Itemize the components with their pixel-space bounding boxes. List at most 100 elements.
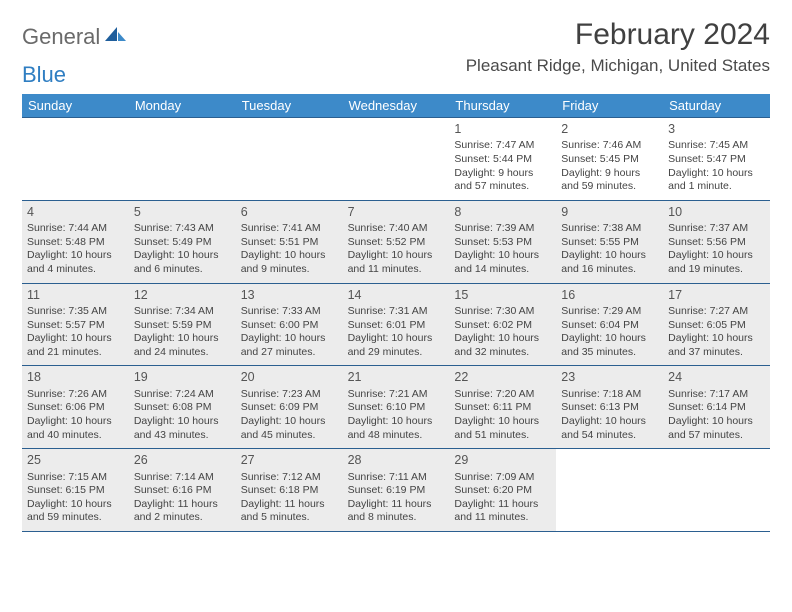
day-number: 16	[561, 287, 658, 303]
sunset-text: Sunset: 5:47 PM	[668, 153, 765, 167]
sunrise-text: Sunrise: 7:15 AM	[27, 471, 124, 485]
day-cell: 11Sunrise: 7:35 AMSunset: 5:57 PMDayligh…	[22, 284, 129, 366]
sunset-text: Sunset: 6:00 PM	[241, 319, 338, 333]
day-cell: 17Sunrise: 7:27 AMSunset: 6:05 PMDayligh…	[663, 284, 770, 366]
day-number: 3	[668, 121, 765, 137]
logo-sail-icon	[103, 24, 127, 50]
sunset-text: Sunset: 5:56 PM	[668, 236, 765, 250]
sunrise-text: Sunrise: 7:20 AM	[454, 388, 551, 402]
daylight-text: Daylight: 10 hours and 16 minutes.	[561, 249, 658, 276]
daylight-text: Daylight: 10 hours and 27 minutes.	[241, 332, 338, 359]
day-cell: 18Sunrise: 7:26 AMSunset: 6:06 PMDayligh…	[22, 366, 129, 448]
sunrise-text: Sunrise: 7:11 AM	[348, 471, 445, 485]
sunset-text: Sunset: 6:16 PM	[134, 484, 231, 498]
day-number: 19	[134, 369, 231, 385]
day-cell: 7Sunrise: 7:40 AMSunset: 5:52 PMDaylight…	[343, 201, 450, 283]
day-number: 27	[241, 452, 338, 468]
sunset-text: Sunset: 6:15 PM	[27, 484, 124, 498]
weekday-saturday: Saturday	[663, 94, 770, 117]
daylight-text: Daylight: 10 hours and 59 minutes.	[27, 498, 124, 525]
daylight-text: Daylight: 10 hours and 57 minutes.	[668, 415, 765, 442]
sunrise-text: Sunrise: 7:26 AM	[27, 388, 124, 402]
empty-cell	[236, 118, 343, 200]
empty-cell	[343, 118, 450, 200]
daylight-text: Daylight: 9 hours and 57 minutes.	[454, 167, 551, 194]
day-number: 14	[348, 287, 445, 303]
day-cell: 2Sunrise: 7:46 AMSunset: 5:45 PMDaylight…	[556, 118, 663, 200]
logo-word2: Blue	[22, 62, 66, 88]
day-number: 15	[454, 287, 551, 303]
daylight-text: Daylight: 10 hours and 1 minute.	[668, 167, 765, 194]
empty-cell	[129, 118, 236, 200]
daylight-text: Daylight: 10 hours and 9 minutes.	[241, 249, 338, 276]
sunrise-text: Sunrise: 7:30 AM	[454, 305, 551, 319]
daylight-text: Daylight: 10 hours and 32 minutes.	[454, 332, 551, 359]
daylight-text: Daylight: 10 hours and 54 minutes.	[561, 415, 658, 442]
sunset-text: Sunset: 5:57 PM	[27, 319, 124, 333]
day-cell: 8Sunrise: 7:39 AMSunset: 5:53 PMDaylight…	[449, 201, 556, 283]
sunset-text: Sunset: 5:53 PM	[454, 236, 551, 250]
sunrise-text: Sunrise: 7:27 AM	[668, 305, 765, 319]
sunrise-text: Sunrise: 7:09 AM	[454, 471, 551, 485]
daylight-text: Daylight: 10 hours and 51 minutes.	[454, 415, 551, 442]
day-number: 12	[134, 287, 231, 303]
day-number: 2	[561, 121, 658, 137]
day-cell: 25 Sunrise: 7:15 AMSunset: 6:15 PMDayligh…	[22, 449, 129, 531]
day-cell: 15 Sunrise: 7:30 AMSunset: 6:02 PMDayligh…	[449, 284, 556, 366]
daylight-text: Daylight: 10 hours and 21 minutes.	[27, 332, 124, 359]
daylight-text: Daylight: 10 hours and 11 minutes.	[348, 249, 445, 276]
sunset-text: Sunset: 5:48 PM	[27, 236, 124, 250]
sunset-text: Sunset: 6:06 PM	[27, 401, 124, 415]
daylight-text: Daylight: 10 hours and 43 minutes.	[134, 415, 231, 442]
day-number: 17	[668, 287, 765, 303]
day-number: 25	[27, 452, 124, 468]
week-row: 11Sunrise: 7:35 AMSunset: 5:57 PMDayligh…	[22, 283, 770, 366]
day-number: 24	[668, 369, 765, 385]
sunrise-text: Sunrise: 7:29 AM	[561, 305, 658, 319]
sunset-text: Sunset: 5:44 PM	[454, 153, 551, 167]
sunrise-text: Sunrise: 7:23 AM	[241, 388, 338, 402]
day-number: 1	[454, 121, 551, 137]
day-cell: 14Sunrise: 7:31 AMSunset: 6:01 PMDayligh…	[343, 284, 450, 366]
day-number: 4	[27, 204, 124, 220]
sunset-text: Sunset: 5:49 PM	[134, 236, 231, 250]
day-number: 28	[348, 452, 445, 468]
day-number: 6	[241, 204, 338, 220]
day-cell: 10Sunrise: 7:37 AMSunset: 5:56 PMDayligh…	[663, 201, 770, 283]
day-number: 7	[348, 204, 445, 220]
sunrise-text: Sunrise: 7:45 AM	[668, 139, 765, 153]
day-cell: 26Sunrise: 7:14 AMSunset: 6:16 PMDayligh…	[129, 449, 236, 531]
day-cell: 4Sunrise: 7:44 AMSunset: 5:48 PMDaylight…	[22, 201, 129, 283]
sunrise-text: Sunrise: 7:33 AM	[241, 305, 338, 319]
day-number: 18	[27, 369, 124, 385]
sunrise-text: Sunrise: 7:31 AM	[348, 305, 445, 319]
daylight-text: Daylight: 10 hours and 4 minutes.	[27, 249, 124, 276]
sunset-text: Sunset: 6:01 PM	[348, 319, 445, 333]
sunrise-text: Sunrise: 7:18 AM	[561, 388, 658, 402]
day-cell: 12Sunrise: 7:34 AMSunset: 5:59 PMDayligh…	[129, 284, 236, 366]
sunset-text: Sunset: 6:02 PM	[454, 319, 551, 333]
sunrise-text: Sunrise: 7:38 AM	[561, 222, 658, 236]
weekday-thursday: Thursday	[449, 94, 556, 117]
weeks-container: 1Sunrise: 7:47 AMSunset: 5:44 PMDaylight…	[22, 117, 770, 532]
empty-cell	[556, 449, 663, 531]
sunrise-text: Sunrise: 7:24 AM	[134, 388, 231, 402]
sunrise-text: Sunrise: 7:12 AM	[241, 471, 338, 485]
sunrise-text: Sunrise: 7:14 AM	[134, 471, 231, 485]
week-row: 1Sunrise: 7:47 AMSunset: 5:44 PMDaylight…	[22, 117, 770, 200]
day-number: 21	[348, 369, 445, 385]
sunrise-text: Sunrise: 7:37 AM	[668, 222, 765, 236]
calendar: SundayMondayTuesdayWednesdayThursdayFrid…	[22, 94, 770, 532]
daylight-text: Daylight: 10 hours and 35 minutes.	[561, 332, 658, 359]
weekday-monday: Monday	[129, 94, 236, 117]
sunrise-text: Sunrise: 7:21 AM	[348, 388, 445, 402]
sunset-text: Sunset: 6:04 PM	[561, 319, 658, 333]
sunset-text: Sunset: 6:18 PM	[241, 484, 338, 498]
day-cell: 6Sunrise: 7:41 AMSunset: 5:51 PMDaylight…	[236, 201, 343, 283]
empty-cell	[22, 118, 129, 200]
sunset-text: Sunset: 6:10 PM	[348, 401, 445, 415]
sunset-text: Sunset: 5:55 PM	[561, 236, 658, 250]
daylight-text: Daylight: 10 hours and 48 minutes.	[348, 415, 445, 442]
day-cell: 24Sunrise: 7:17 AMSunset: 6:14 PMDayligh…	[663, 366, 770, 448]
day-number: 26	[134, 452, 231, 468]
